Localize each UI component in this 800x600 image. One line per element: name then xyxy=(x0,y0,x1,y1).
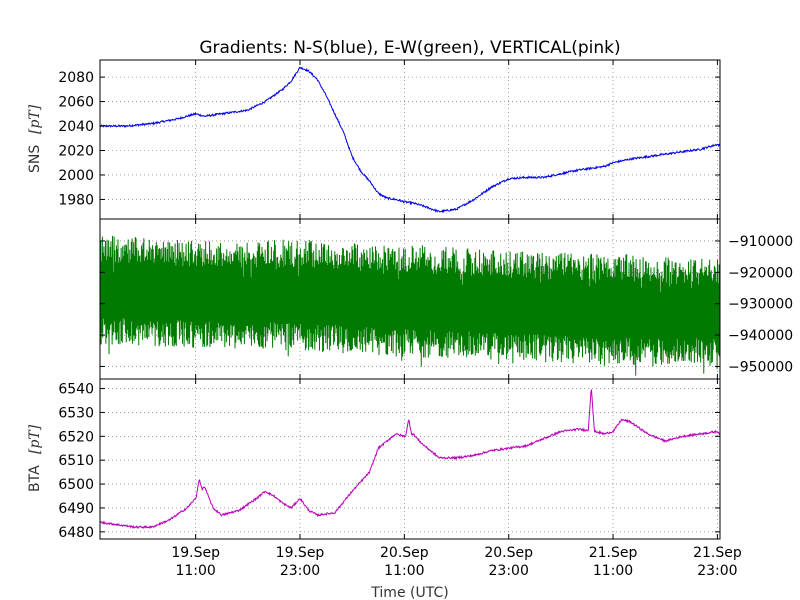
ew-y-ticks: −910000 −920000 −930000 −940000 −950000 xyxy=(100,219,793,379)
bta-series xyxy=(99,389,720,529)
y-tick-label: 2040 xyxy=(58,119,94,135)
y-tick-label: 2060 xyxy=(58,95,94,111)
bta-ylabel-unit: [pT] xyxy=(27,424,43,454)
y-tick-label: 6540 xyxy=(58,382,94,398)
y-tick-label: 6510 xyxy=(58,453,94,469)
sns-panel: 1980 2000 2020 2040 2060 2080 SNS [pT] xyxy=(27,59,721,220)
sns-y-ticks: 1980 2000 2020 2040 2060 2080 xyxy=(58,60,720,219)
y-tick-label: −940000 xyxy=(728,328,793,344)
sns-ylabel: SNS xyxy=(27,145,43,173)
chart-title: Gradients: N-S(blue), E-W(green), VERTIC… xyxy=(199,38,620,58)
y-tick-label: 6520 xyxy=(58,429,94,445)
y-tick-label: −950000 xyxy=(728,359,793,375)
x-tick-label-time: 11:00 xyxy=(175,563,215,579)
bta-grid xyxy=(100,379,720,539)
y-tick-label: 1980 xyxy=(58,192,94,208)
ew-series xyxy=(99,235,721,376)
y-tick-label: 6530 xyxy=(58,405,94,421)
bta-panel: 6480 6490 6500 6510 6520 6530 6540 BTA [pT] xyxy=(27,378,721,541)
sns-ylabel-unit: [pT] xyxy=(27,104,43,134)
y-tick-label: −920000 xyxy=(728,265,793,281)
bta-y-ticks: 6480 6490 6500 6510 6520 6530 6540 xyxy=(58,379,720,541)
ew-line xyxy=(99,235,721,376)
x-tick-label-date: 20.Sep xyxy=(484,545,533,561)
x-tick-label-date: 21.Sep xyxy=(589,545,638,561)
y-tick-label: 2080 xyxy=(58,70,94,86)
x-tick-label-time: 23:00 xyxy=(489,563,529,579)
x-tick-label-time: 11:00 xyxy=(593,563,633,579)
sns-series xyxy=(99,66,721,214)
x-tick-label-time: 11:00 xyxy=(384,563,424,579)
x-tick-label-date: 20.Sep xyxy=(380,545,429,561)
sns-line xyxy=(99,66,721,214)
y-tick-label: 6480 xyxy=(58,525,94,541)
bta-line xyxy=(99,389,720,529)
x-tick-label-time: 23:00 xyxy=(280,563,320,579)
bta-frame xyxy=(99,378,721,540)
y-tick-label: 2000 xyxy=(58,168,94,184)
bta-ylabel: BTA xyxy=(27,465,43,492)
x-tick-label-date: 19.Sep xyxy=(171,545,220,561)
y-tick-label: −910000 xyxy=(728,234,793,250)
y-tick-label: 6490 xyxy=(58,501,94,517)
y-tick-label: 6500 xyxy=(58,477,94,493)
y-tick-label: 2020 xyxy=(58,144,94,160)
sns-grid xyxy=(100,60,720,219)
ew-panel: −910000 −920000 −930000 −940000 −950000 xyxy=(99,218,793,380)
x-axis-ticks: 19.Sep 11:00 19.Sep 23:00 20.Sep 11:00 20.Sep 2… xyxy=(171,545,742,579)
x-tick-label-date: 19.Sep xyxy=(276,545,325,561)
x-tick-label-time: 23:00 xyxy=(697,563,737,579)
y-tick-label: −930000 xyxy=(728,297,793,313)
x-axis-label: Time (UTC) xyxy=(370,585,448,600)
sns-frame xyxy=(99,59,721,220)
x-tick-label-date: 21.Sep xyxy=(693,545,742,561)
